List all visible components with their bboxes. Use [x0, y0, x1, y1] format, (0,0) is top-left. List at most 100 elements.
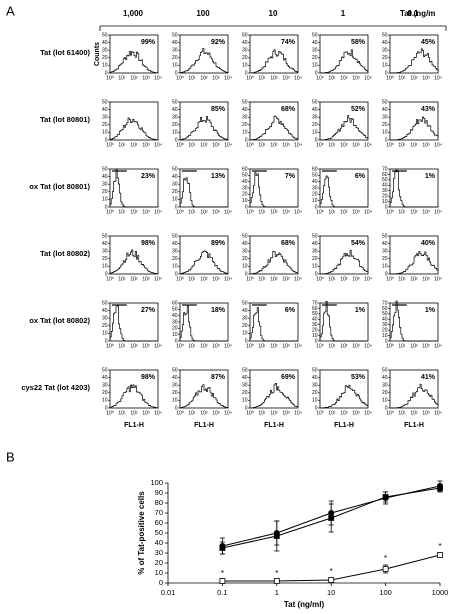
- y-tick-label: 10: [242, 331, 248, 337]
- y-tick-label: 30: [382, 322, 388, 328]
- y-tick-label: 10: [312, 264, 318, 270]
- x-tick-label: 10²: [130, 410, 138, 416]
- marker: [382, 566, 389, 572]
- x-tick-label: 10⁴: [294, 75, 302, 81]
- x-tick-label: 10²: [340, 276, 348, 282]
- percent-label: 89%: [211, 240, 226, 247]
- concentration-label: 100: [196, 9, 210, 18]
- y-tick-label: 20: [242, 55, 248, 61]
- x-tick-label: 10¹: [258, 343, 266, 349]
- x-tick-label: 10²: [200, 343, 208, 349]
- y-tick-label: 10: [382, 398, 388, 404]
- percent-label: 1%: [425, 173, 436, 180]
- x-tick-label: 10⁴: [364, 343, 372, 349]
- y-tick-label: 50: [172, 307, 178, 313]
- y-tick-label: 0: [105, 405, 108, 411]
- y-tick-label: 10: [102, 398, 108, 404]
- x-tick-label: 10¹: [258, 75, 266, 81]
- x-axis-label: FL1-H: [404, 422, 424, 429]
- x-tick-label: 10⁴: [364, 410, 372, 416]
- histogram-trace: [109, 384, 159, 409]
- x-tick-label: 10³: [352, 410, 360, 416]
- percent-label: 99%: [141, 39, 156, 46]
- y-tick-label: 50: [242, 32, 248, 38]
- y-tick-label: 20: [312, 122, 318, 128]
- y-tick-label: 20: [172, 326, 178, 332]
- x-tick-label: 10¹: [328, 75, 336, 81]
- x-tick-label: 10⁴: [364, 209, 372, 215]
- histogram-frame: [109, 34, 159, 74]
- histogram-trace: [390, 251, 439, 275]
- y-tick-label: 50: [382, 367, 388, 373]
- panel-label: A: [6, 3, 15, 18]
- y-tick-label: 50: [102, 233, 108, 239]
- y-tick-label: 0: [159, 578, 163, 587]
- x-tick-label: 10³: [352, 142, 360, 148]
- marker: [273, 533, 280, 539]
- y-tick-label: 10: [155, 568, 163, 577]
- marker: [219, 545, 226, 551]
- y-tick-label: 0: [105, 204, 108, 210]
- percent-label: 18%: [211, 307, 226, 314]
- x-axis-label: Tat (ng/ml): [284, 600, 325, 609]
- percent-label: 53%: [351, 374, 366, 381]
- y-tick-label: 30: [242, 48, 248, 54]
- x-tick-label: 10⁴: [154, 209, 162, 215]
- x-tick-label: 10³: [282, 209, 290, 215]
- histogram-trace: [249, 251, 299, 275]
- y-tick-label: 0: [385, 405, 388, 411]
- y-tick-label: 50: [172, 32, 178, 38]
- histogram-frame: [249, 369, 299, 409]
- x-tick-label: 10⁴: [154, 276, 162, 282]
- x-tick-label: 10¹: [188, 343, 196, 349]
- y-tick-label: 50: [172, 367, 178, 373]
- y-tick-label: 30: [312, 185, 318, 191]
- y-tick-label: 20: [102, 55, 108, 61]
- x-tick-label: 10³: [422, 410, 430, 416]
- y-tick-label: 10: [242, 398, 248, 404]
- x-tick-label: 10²: [410, 75, 418, 81]
- x-tick-label: 10³: [422, 75, 430, 81]
- x-tick-label: 10⁰: [386, 343, 394, 349]
- y-tick-label: 20: [382, 122, 388, 128]
- y-tick-label: 20: [312, 55, 318, 61]
- x-tick-label: 10¹: [118, 142, 126, 148]
- y-tick-label: 10: [312, 63, 318, 69]
- x-tick-label: 10²: [410, 142, 418, 148]
- x-tick-label: 10³: [212, 142, 220, 148]
- y-tick-label: 50: [102, 99, 108, 105]
- y-tick-label: 0: [105, 338, 108, 344]
- x-tick-label: 10⁴: [154, 343, 162, 349]
- x-tick-label: 10³: [212, 410, 220, 416]
- x-tick-label: 10⁰: [106, 142, 114, 148]
- histogram-trace: [109, 168, 158, 208]
- percent-label: 98%: [141, 240, 156, 247]
- y-tick-label: 50: [242, 300, 248, 306]
- x-tick-label: 10⁰: [106, 410, 114, 416]
- histogram-frame: [109, 369, 159, 409]
- x-tick-label: 10²: [130, 276, 138, 282]
- x-tick-label: 10⁰: [176, 75, 184, 81]
- y-tick-label: 10: [382, 130, 388, 136]
- y-tick-label: 20: [242, 192, 248, 198]
- histogram-trace: [109, 117, 159, 141]
- y-tick-label: 50: [382, 99, 388, 105]
- y-tick-label: 50: [242, 99, 248, 105]
- y-tick-label: 60: [242, 166, 248, 172]
- y-tick-label: 10: [172, 264, 178, 270]
- y-tick-label: 40: [102, 107, 108, 113]
- y-tick-label: 40: [172, 375, 178, 381]
- histogram-trace: [390, 383, 439, 409]
- x-tick-label: 10¹: [398, 142, 406, 148]
- x-tick-label: 1: [275, 588, 279, 597]
- significance-marker: *: [221, 569, 224, 578]
- percent-label: 40%: [421, 240, 436, 247]
- y-tick-label: 20: [312, 327, 318, 333]
- x-tick-label: 10⁴: [294, 410, 302, 416]
- y-tick-label: 40: [155, 538, 163, 547]
- x-tick-label: 10³: [282, 276, 290, 282]
- y-tick-label: 30: [172, 182, 178, 188]
- y-tick-label: 30: [242, 185, 248, 191]
- x-tick-label: 10²: [200, 276, 208, 282]
- x-tick-label: 10³: [142, 142, 150, 148]
